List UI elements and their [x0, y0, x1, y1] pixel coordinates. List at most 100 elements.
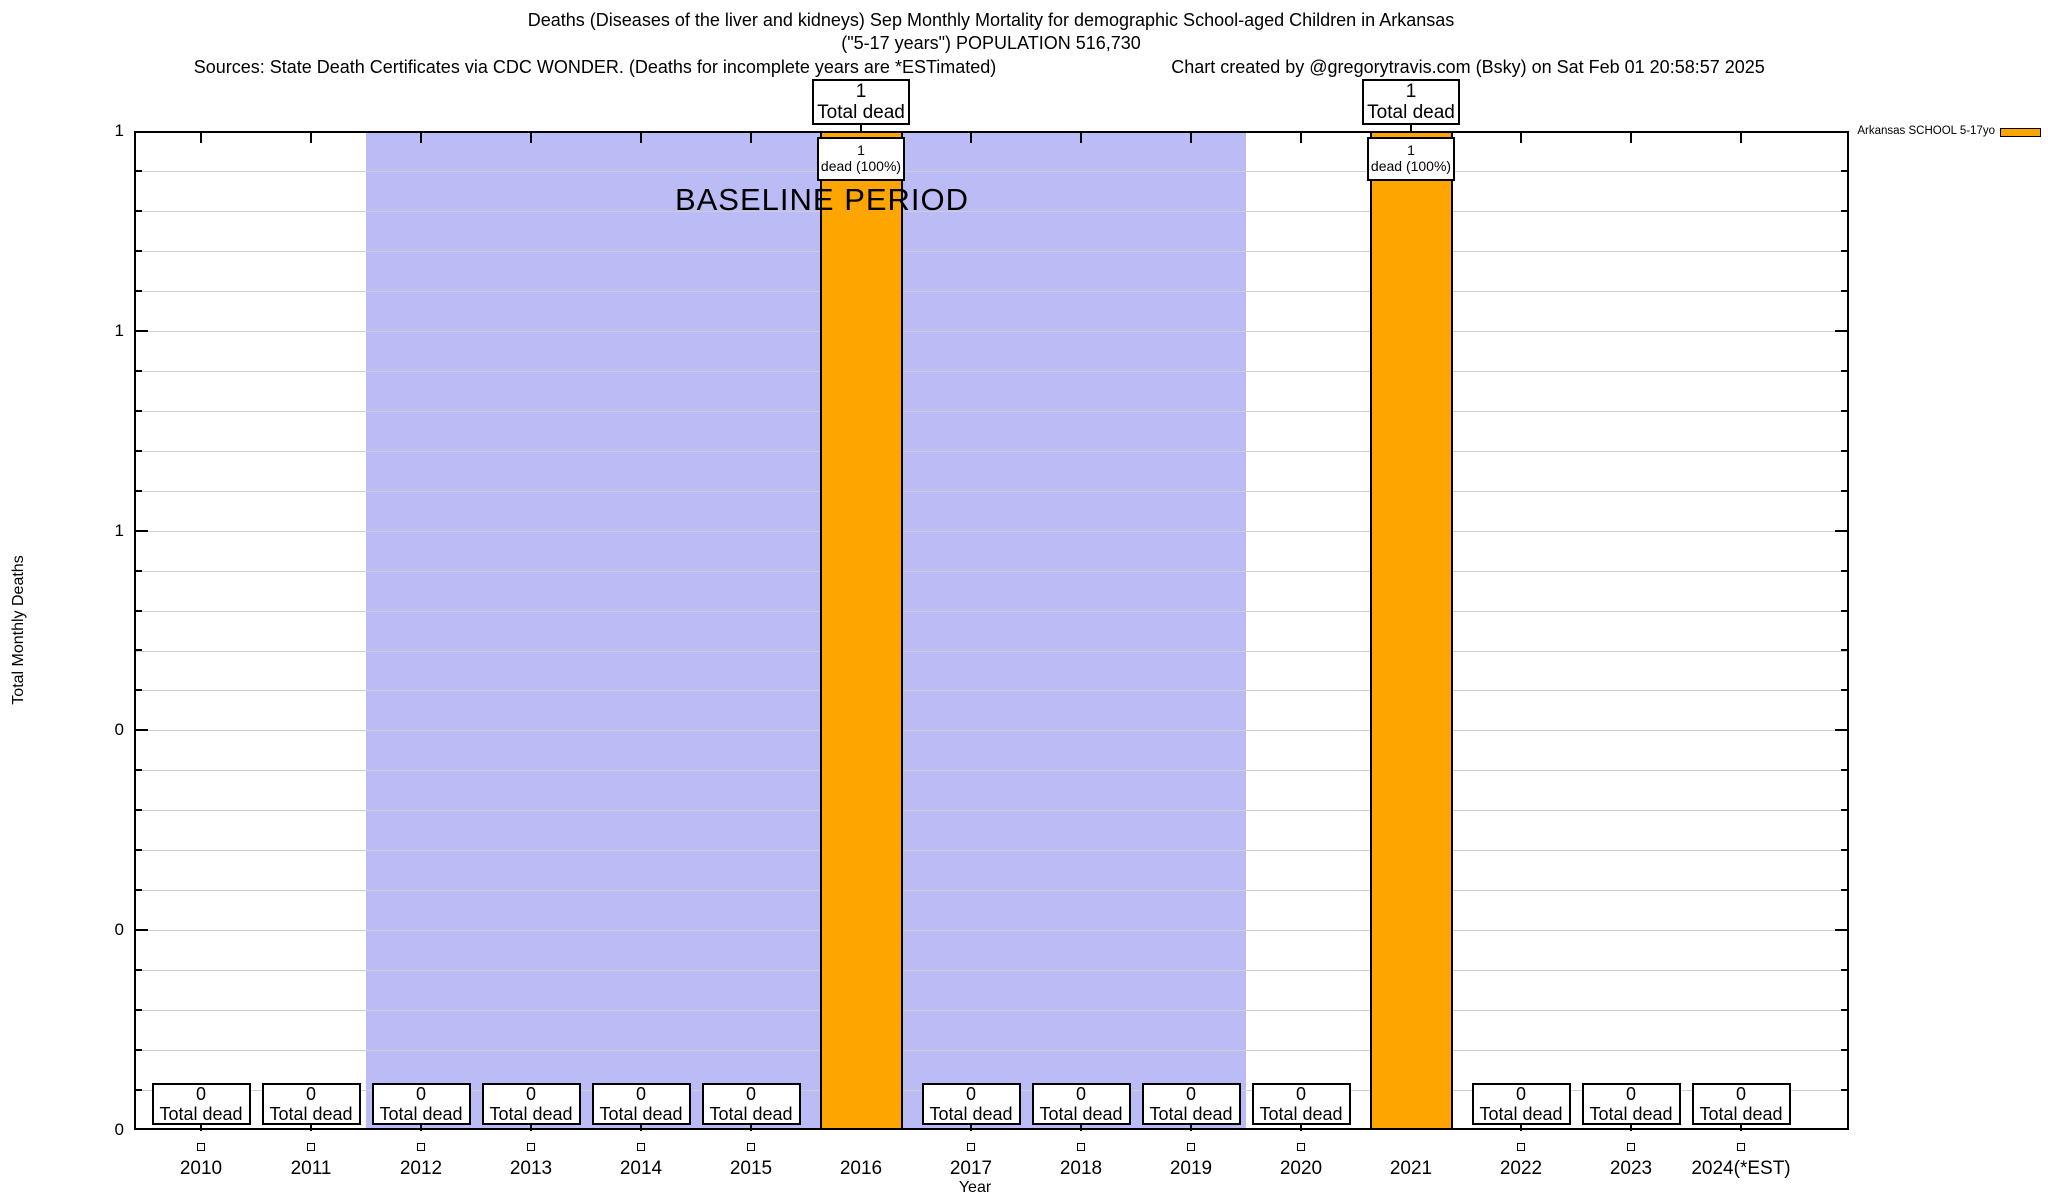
y-tick [1835, 329, 1847, 332]
total-dead-box-2023: 0 Total dead [1581, 1083, 1681, 1125]
year-label-2018: 2018 [1059, 1158, 1103, 1179]
total-dead-box-2018: 0 Total dead [1031, 1083, 1131, 1125]
x-tick [1740, 133, 1742, 143]
y-tick [1841, 769, 1847, 772]
total-dead-box-2013: 0 Total dead [481, 1083, 581, 1125]
year-label-2020: 2020 [1279, 1158, 1323, 1179]
gridline [136, 970, 1847, 972]
y-tick [1841, 289, 1847, 292]
year-label-2019: 2019 [1169, 1158, 1213, 1179]
data-point-marker-2024(*EST) [1737, 1143, 1745, 1151]
gridline [136, 890, 1847, 892]
inner-dead-box-2021: 1 dead (100%) [1367, 137, 1455, 181]
y-tick [136, 889, 142, 892]
legend-swatch [2000, 128, 2041, 137]
zero-box-stem [970, 1125, 972, 1131]
chart-subtitle: ("5-17 years") POPULATION 516,730 [841, 33, 1141, 53]
data-point-marker-2023 [1627, 1143, 1635, 1151]
year-label-2023: 2023 [1609, 1158, 1653, 1179]
data-point-marker-2019 [1187, 1143, 1195, 1151]
baseline-period-label: BASELINE PERIOD [674, 182, 970, 217]
year-label-2010: 2010 [179, 1158, 223, 1179]
gridline [136, 290, 1847, 292]
data-point-marker-2013 [527, 1143, 535, 1151]
year-label-2015: 2015 [729, 1158, 773, 1179]
y-tick-label: 1 [114, 320, 124, 340]
total-dead-box-2024(*EST): 0 Total dead [1691, 1083, 1791, 1125]
gridline [136, 1010, 1847, 1012]
bar-2016 [819, 131, 903, 1130]
y-tick [136, 369, 142, 372]
total-dead-box-2019: 0 Total dead [1141, 1083, 1241, 1125]
zero-box-stem [530, 1125, 532, 1131]
year-label-2016: 2016 [839, 1158, 883, 1179]
y-tick [136, 409, 142, 412]
y-tick [136, 1089, 142, 1092]
y-tick [136, 729, 148, 732]
y-tick [136, 209, 142, 212]
gridline [136, 530, 1847, 532]
zero-box-stem [1190, 1125, 1192, 1131]
data-point-marker-2020 [1297, 1143, 1305, 1151]
y-tick [1835, 929, 1847, 932]
y-tick [1841, 809, 1847, 812]
y-tick-label: 0 [114, 920, 124, 940]
y-tick [1841, 1089, 1847, 1092]
y-tick [136, 769, 142, 772]
data-point-marker-2012 [417, 1143, 425, 1151]
zero-box-stem [640, 1125, 642, 1131]
gridline [136, 810, 1847, 812]
gridline [136, 770, 1847, 772]
y-tick [1841, 849, 1847, 852]
year-label-2014: 2014 [619, 1158, 663, 1179]
y-tick [1841, 369, 1847, 372]
total-dead-box-2011: 0 Total dead [261, 1083, 361, 1125]
zero-box-stem [1080, 1125, 1082, 1131]
zero-box-stem [310, 1125, 312, 1131]
bar-2021 [1369, 131, 1453, 1130]
zero-box-stem [1520, 1125, 1522, 1131]
y-tick [1841, 209, 1847, 212]
zero-box-stem [1740, 1125, 1742, 1131]
gridline [136, 1050, 1847, 1052]
total-dead-box-2014: 0 Total dead [591, 1083, 691, 1125]
y-tick [1841, 689, 1847, 692]
gridline [136, 490, 1847, 492]
gridline [136, 210, 1847, 212]
total-dead-box-2022: 0 Total dead [1471, 1083, 1571, 1125]
gridline [136, 850, 1847, 852]
chart-title: Deaths (Diseases of the liver and kidney… [527, 10, 1455, 30]
y-tick [136, 1049, 142, 1052]
x-tick [1630, 133, 1632, 143]
total-box-stem [1410, 125, 1412, 132]
y-tick [136, 249, 142, 252]
y-tick [136, 969, 142, 972]
y-tick [1841, 569, 1847, 572]
x-tick [750, 133, 752, 143]
gridline [136, 410, 1847, 412]
year-label-2022: 2022 [1499, 1158, 1543, 1179]
year-label-2012: 2012 [399, 1158, 443, 1179]
data-point-marker-2011 [307, 1143, 315, 1151]
y-tick [1841, 889, 1847, 892]
sources-note: Sources: State Death Certificates via CD… [193, 57, 997, 77]
y-tick [136, 569, 142, 572]
year-label-2021: 2021 [1389, 1158, 1433, 1179]
y-tick [1841, 249, 1847, 252]
x-tick [310, 133, 312, 143]
y-tick [136, 329, 148, 332]
total-dead-box-2010: 0 Total dead [151, 1083, 251, 1125]
x-tick [970, 133, 972, 143]
zero-box-stem [420, 1125, 422, 1131]
y-tick [136, 649, 142, 652]
year-label-2024(*EST): 2024(*EST) [1691, 1158, 1791, 1179]
year-label-2013: 2013 [509, 1158, 553, 1179]
gridline [136, 171, 1847, 172]
gridline [136, 370, 1847, 372]
year-label-2017: 2017 [949, 1158, 993, 1179]
zero-box-stem [1630, 1125, 1632, 1131]
gridline [136, 450, 1847, 452]
y-tick [1841, 489, 1847, 492]
x-tick [640, 133, 642, 143]
y-tick [1841, 449, 1847, 452]
